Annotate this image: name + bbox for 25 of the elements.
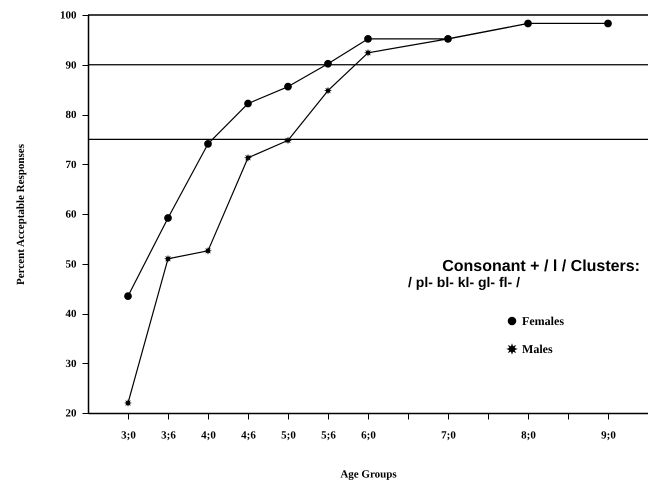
legend-label: Females [522, 314, 564, 328]
x-tick-label: 5;6 [321, 430, 336, 442]
text: / pl- bl- kl- gl- fl- / [408, 274, 520, 290]
y-tick-label: 80 [66, 109, 77, 121]
x-tick-label: 3;0 [121, 430, 136, 442]
y-tick-label: 70 [66, 158, 77, 171]
x-tick-label: 7;0 [441, 430, 456, 442]
x-tick-label: 9;0 [601, 430, 616, 442]
y-axis-title: Percent Acceptable Responses [15, 143, 27, 285]
x-axis-title: Age Groups [340, 468, 398, 480]
x-tick-label: 3;6 [161, 430, 176, 442]
y-tick-label: 90 [66, 59, 77, 72]
y-tick-label: 50 [66, 258, 77, 270]
y-tick-label: 100 [60, 10, 77, 22]
y-tick-label: 60 [66, 208, 77, 220]
y-tick-label: 40 [66, 308, 77, 320]
text: Consonant + / l / Clusters: [442, 258, 640, 275]
x-tick-label: 8;0 [521, 430, 536, 442]
x-tick-label: 6;0 [361, 430, 376, 442]
x-tick-label: 4;6 [241, 430, 256, 442]
y-tick-label: 30 [66, 358, 77, 370]
y-tick-label: 20 [66, 408, 77, 420]
x-tick-label: 5;0 [281, 430, 296, 442]
legend-label: Males [522, 342, 553, 356]
x-tick-label: 4;0 [201, 430, 216, 442]
